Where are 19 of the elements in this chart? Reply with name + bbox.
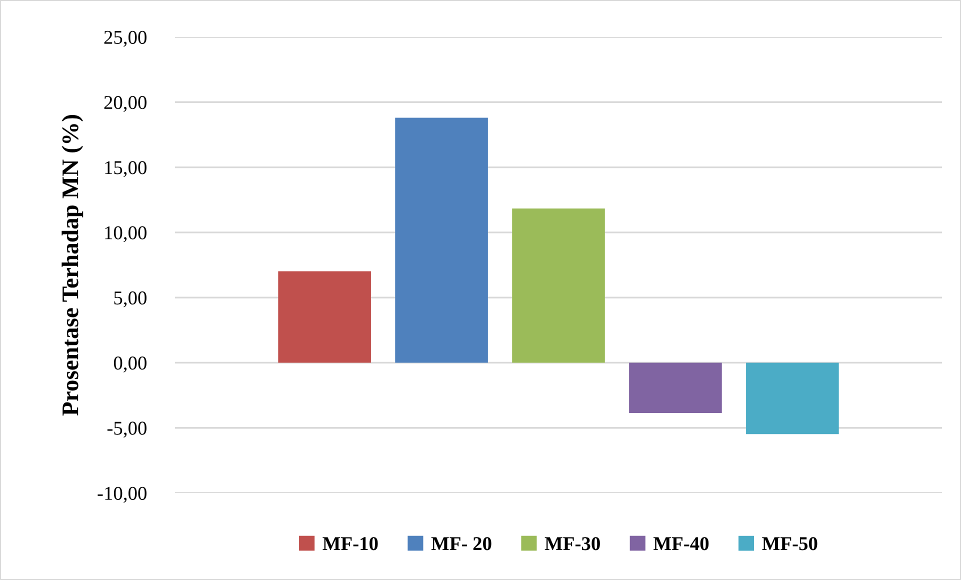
- legend-label: MF- 20: [431, 537, 492, 550]
- legend-label: MF-10: [322, 537, 378, 550]
- y-tick-label: -10,00: [98, 486, 146, 503]
- legend-label: MF-40: [654, 537, 709, 550]
- y-tick-label: 10,00: [105, 226, 146, 242]
- y-axis-title: Prosentase Terhadap MN (%): [62, 115, 84, 416]
- bar: [278, 271, 371, 363]
- y-tick-label: 15,00: [105, 161, 146, 178]
- bar: [629, 362, 722, 414]
- y-tick-label: -5,00: [107, 422, 146, 438]
- bar: [746, 362, 839, 434]
- legend-label: MF-30: [544, 537, 600, 550]
- y-tick-label: 20,00: [104, 96, 146, 112]
- bar: [395, 118, 488, 363]
- y-tick-label: 5,00: [114, 291, 146, 308]
- y-tick-label: 25,00: [104, 30, 146, 47]
- legend-label: MF-50: [762, 537, 818, 550]
- bar: [512, 208, 605, 363]
- y-tick-label: 0,00: [114, 356, 146, 372]
